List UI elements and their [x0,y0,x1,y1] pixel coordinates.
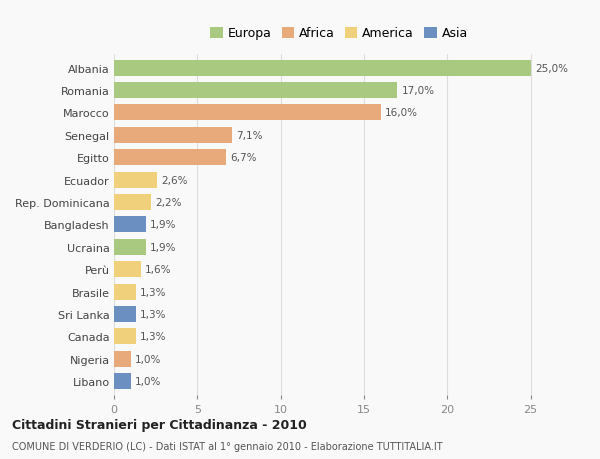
Text: 1,9%: 1,9% [150,220,176,230]
Text: 7,1%: 7,1% [236,130,263,140]
Text: 2,2%: 2,2% [155,197,181,207]
Legend: Europa, Africa, America, Asia: Europa, Africa, America, Asia [210,28,468,40]
Text: 17,0%: 17,0% [401,86,434,96]
Bar [114,83,397,99]
Bar [114,195,151,211]
Text: 1,3%: 1,3% [140,287,166,297]
Text: 2,6%: 2,6% [161,175,188,185]
Text: COMUNE DI VERDERIO (LC) - Dati ISTAT al 1° gennaio 2010 - Elaborazione TUTTITALI: COMUNE DI VERDERIO (LC) - Dati ISTAT al … [12,441,443,451]
Bar [114,284,136,300]
Text: 1,3%: 1,3% [140,309,166,319]
Text: 6,7%: 6,7% [230,153,256,163]
Text: Cittadini Stranieri per Cittadinanza - 2010: Cittadini Stranieri per Cittadinanza - 2… [12,418,307,431]
Text: 1,3%: 1,3% [140,332,166,341]
Text: 1,6%: 1,6% [145,264,172,274]
Bar [114,373,131,389]
Bar [114,262,140,278]
Text: 1,0%: 1,0% [135,354,161,364]
Bar [114,128,232,144]
Bar [114,217,146,233]
Bar [114,150,226,166]
Text: 1,9%: 1,9% [150,242,176,252]
Text: 25,0%: 25,0% [535,63,568,73]
Text: 16,0%: 16,0% [385,108,418,118]
Bar [114,61,530,77]
Text: 1,0%: 1,0% [135,376,161,386]
Bar [114,329,136,345]
Bar [114,306,136,322]
Bar [114,351,131,367]
Bar [114,105,380,121]
Bar [114,172,157,188]
Bar [114,239,146,255]
